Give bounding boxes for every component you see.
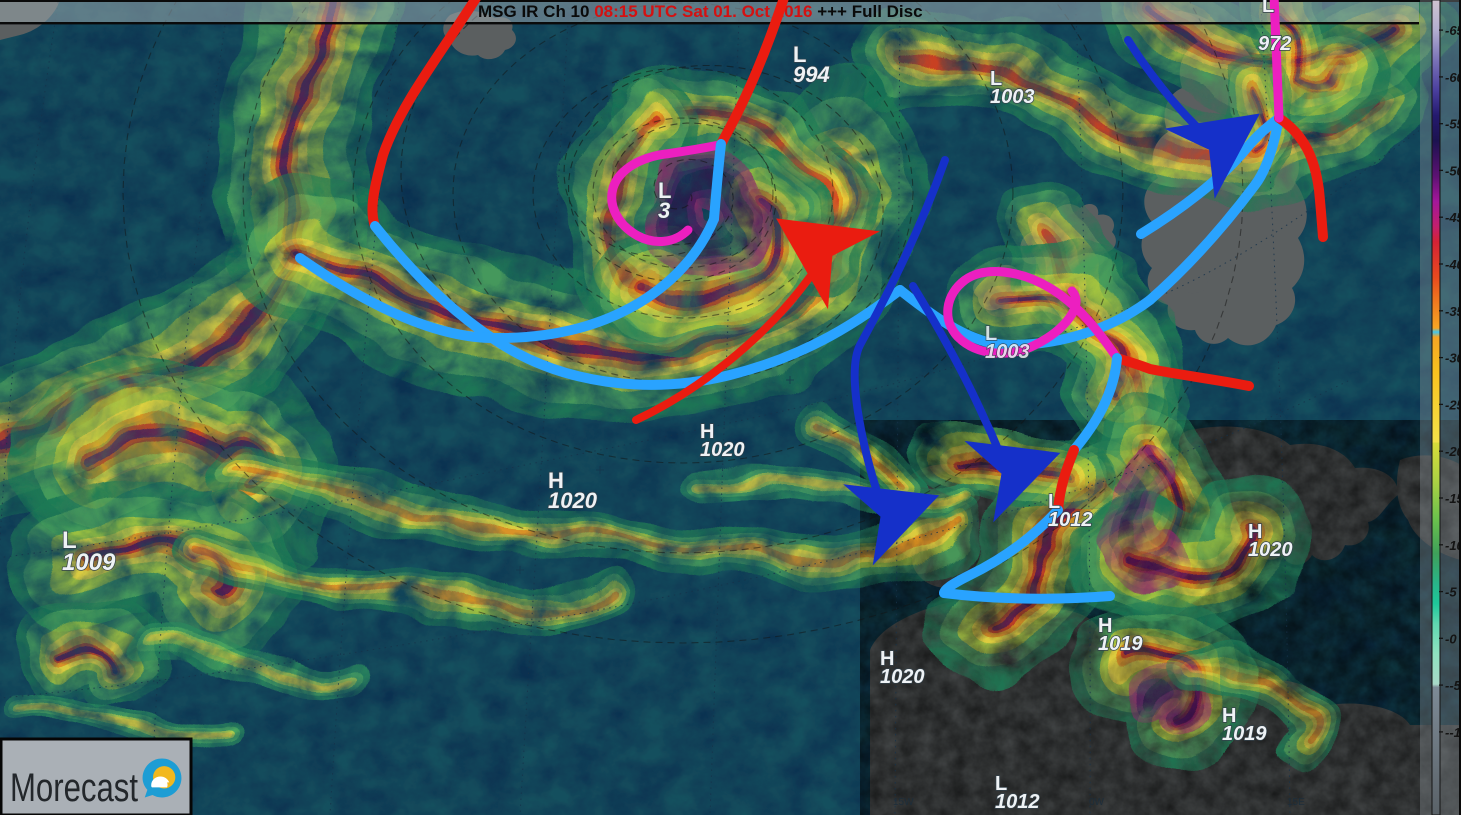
svg-text:1019: 1019: [1098, 633, 1143, 655]
svg-text:-45: -45: [1445, 210, 1461, 225]
svg-text:994: 994: [793, 62, 830, 87]
svg-text:L: L: [1262, 0, 1274, 17]
svg-text:15W: 15W: [893, 797, 914, 808]
svg-text:0W: 0W: [1089, 797, 1105, 808]
svg-text:-50: -50: [1445, 163, 1461, 178]
svg-text:1003: 1003: [990, 86, 1035, 108]
svg-text:-30: -30: [1445, 351, 1461, 366]
svg-text:-60: -60: [1445, 70, 1461, 85]
svg-text:-20: -20: [1445, 444, 1461, 459]
svg-text:1019: 1019: [1222, 723, 1267, 745]
svg-text:1020: 1020: [880, 666, 925, 688]
svg-text:1012: 1012: [1048, 509, 1093, 531]
svg-text:-15: -15: [1445, 491, 1461, 506]
svg-text:Morecast: Morecast: [10, 766, 138, 810]
svg-text:3: 3: [658, 198, 670, 223]
svg-text:15E: 15E: [1287, 797, 1305, 808]
svg-text:-10: -10: [1445, 538, 1461, 553]
svg-text:1012: 1012: [995, 791, 1040, 813]
svg-text:-5: -5: [1445, 585, 1457, 600]
svg-text:1020: 1020: [548, 488, 598, 513]
svg-text:MSG IR Ch 10 08:15 UTC Sat 01.: MSG IR Ch 10 08:15 UTC Sat 01. Oct 2016 …: [478, 2, 923, 21]
svg-text:1009: 1009: [62, 549, 116, 576]
svg-text:-40: -40: [1445, 257, 1461, 272]
svg-text:-0: -0: [1445, 631, 1457, 646]
svg-text:-25: -25: [1445, 397, 1461, 412]
svg-text:1020: 1020: [700, 439, 745, 461]
svg-text:-35: -35: [1445, 304, 1461, 319]
svg-text:-55: -55: [1445, 117, 1461, 132]
svg-text:--5: --5: [1445, 678, 1461, 693]
svg-text:972: 972: [1258, 33, 1291, 55]
svg-text:1020: 1020: [1248, 539, 1293, 561]
svg-text:-65: -65: [1445, 23, 1461, 38]
svg-text:--10: --10: [1445, 725, 1461, 740]
svg-text:1003: 1003: [985, 341, 1030, 363]
